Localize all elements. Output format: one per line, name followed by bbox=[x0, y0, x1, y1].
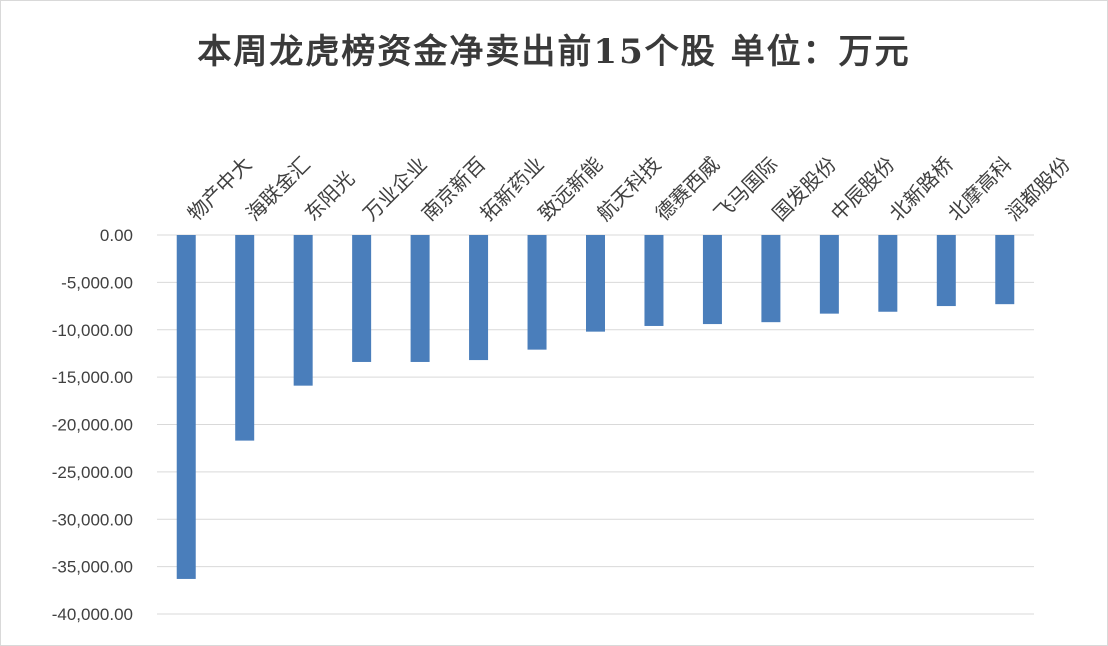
category-label: 海联金汇 bbox=[241, 152, 315, 226]
y-tick-label: -10,000.00 bbox=[52, 321, 133, 340]
category-label: 拓新药业 bbox=[475, 152, 549, 226]
category-label: 万业企业 bbox=[358, 152, 432, 226]
bar-2 bbox=[235, 235, 255, 441]
bar-5 bbox=[410, 235, 430, 362]
bar-13 bbox=[878, 235, 898, 312]
category-label: 致远新能 bbox=[534, 152, 608, 226]
category-label: 南京新百 bbox=[417, 152, 491, 226]
category-label: 德赛西威 bbox=[651, 152, 725, 226]
bars bbox=[176, 235, 1015, 579]
y-tick-label: -30,000.00 bbox=[52, 510, 133, 529]
bar-3 bbox=[293, 235, 313, 386]
bar-4 bbox=[352, 235, 372, 362]
bar-9 bbox=[644, 235, 664, 326]
y-axis-tick-labels: 0.00 -5,000.00 -10,000.00 -15,000.00 -20,000… bbox=[52, 226, 133, 624]
category-label: 润都股份 bbox=[1001, 152, 1075, 226]
bar-7 bbox=[527, 235, 547, 350]
category-label: 国发股份 bbox=[767, 152, 841, 226]
bar-10 bbox=[702, 235, 722, 325]
y-tick-label: 0.00 bbox=[100, 226, 133, 245]
y-tick-label: -20,000.00 bbox=[52, 416, 133, 435]
bar-8 bbox=[586, 235, 605, 332]
y-tick-label: -15,000.00 bbox=[52, 368, 133, 387]
category-label: 北新路桥 bbox=[884, 152, 958, 226]
y-tick-label: -40,000.00 bbox=[52, 605, 133, 624]
bar-6 bbox=[469, 235, 489, 361]
y-tick-label: -25,000.00 bbox=[52, 463, 133, 482]
bar-14 bbox=[936, 235, 956, 307]
y-tick-label: -5,000.00 bbox=[61, 273, 133, 292]
category-label: 北摩高科 bbox=[943, 152, 1017, 226]
category-label: 中辰股份 bbox=[826, 152, 900, 226]
y-tick-label: -35,000.00 bbox=[52, 558, 133, 577]
bar-11 bbox=[761, 235, 781, 323]
category-label: 飞马国际 bbox=[709, 152, 783, 226]
bar-15 bbox=[995, 235, 1015, 305]
bar-12 bbox=[819, 235, 839, 314]
category-label: 航天科技 bbox=[592, 152, 666, 226]
bar-1 bbox=[176, 235, 196, 579]
category-label: 物产中大 bbox=[183, 152, 257, 226]
chart-title: 本周龙虎榜资金净卖出前15个股 单位：万元 bbox=[197, 32, 911, 72]
